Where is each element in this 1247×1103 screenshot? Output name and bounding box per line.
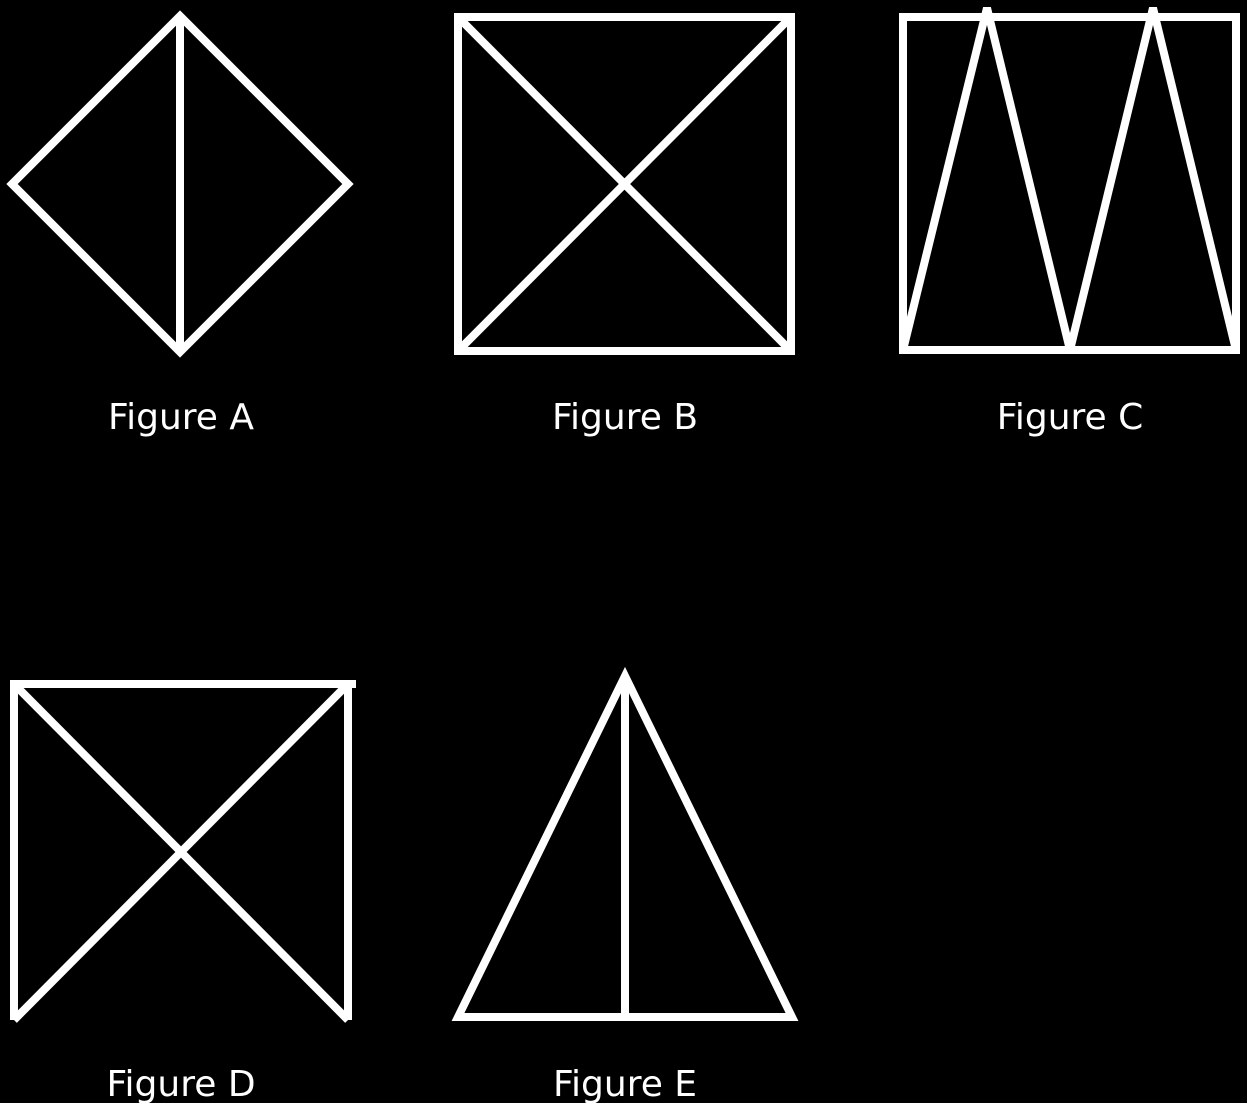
figure-c-zigzag (899, 7, 1240, 351)
figure-e: Figure E (451, 666, 799, 1103)
figure-a-label: Figure A (108, 397, 254, 438)
figure-d: Figure D (10, 680, 356, 1103)
figure-c-label: Figure C (997, 397, 1144, 438)
figure-d-label: Figure D (106, 1064, 255, 1103)
figure-d-diagonal-2 (11, 681, 351, 1023)
figure-b-label: Figure B (552, 397, 698, 438)
figure-b-diagonal-2 (455, 14, 794, 354)
figure-b-square (454, 13, 795, 355)
figure-c-rectangle (899, 13, 1240, 354)
figure-e-label: Figure E (553, 1064, 697, 1103)
figure-a: Figure A (6, 10, 354, 438)
figure-c: Figure C (899, 7, 1240, 438)
figure-b: Figure B (454, 13, 795, 438)
